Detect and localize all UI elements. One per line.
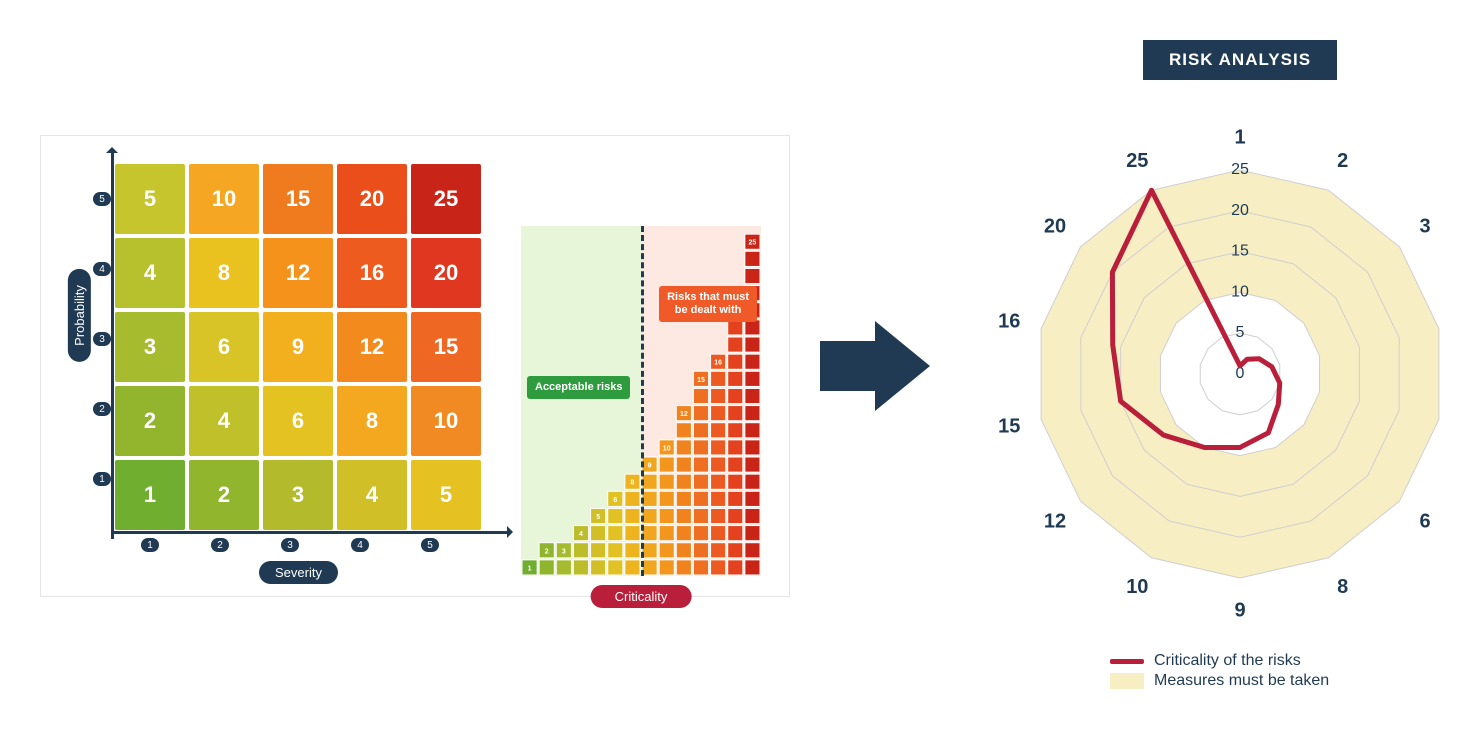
matrix-cell: 12 <box>337 312 407 382</box>
matrix-cell: 10 <box>189 164 259 234</box>
svg-text:9: 9 <box>1234 600 1245 622</box>
matrix-cell: 2 <box>189 460 259 530</box>
matrix-cell: 5 <box>411 460 481 530</box>
matrix-cell: 15 <box>263 164 333 234</box>
y-axis-arrow <box>111 149 114 539</box>
matrix-cell: 3 <box>263 460 333 530</box>
matrix-cell: 10 <box>411 386 481 456</box>
y-axis-label: Probability <box>68 269 91 362</box>
svg-text:15: 15 <box>998 416 1020 438</box>
svg-text:9: 9 <box>648 463 652 470</box>
svg-text:10: 10 <box>1126 576 1148 598</box>
transform-arrow-icon <box>820 316 930 416</box>
matrix-cell: 20 <box>337 164 407 234</box>
matrix-cell: 20 <box>411 238 481 308</box>
radar-title: RISK ANALYSIS <box>1143 40 1337 80</box>
x-axis-label: Severity <box>259 561 338 584</box>
matrix-cell: 4 <box>115 238 185 308</box>
svg-text:4: 4 <box>579 531 583 538</box>
risk-matrix: 54321 5101520254812162036912152468101234… <box>69 164 481 576</box>
svg-text:16: 16 <box>998 310 1020 332</box>
matrix-grid: 51015202548121620369121524681012345 <box>115 164 481 530</box>
matrix-cell: 4 <box>189 386 259 456</box>
svg-text:10: 10 <box>1231 283 1249 300</box>
svg-text:3: 3 <box>1419 215 1430 237</box>
matrix-cell: 6 <box>189 312 259 382</box>
matrix-cell: 5 <box>115 164 185 234</box>
matrix-cell: 8 <box>189 238 259 308</box>
svg-text:12: 12 <box>680 411 688 418</box>
legend-measures: Measures must be taken <box>1110 672 1461 690</box>
svg-text:10: 10 <box>663 445 671 452</box>
svg-text:2: 2 <box>1337 150 1348 172</box>
legend-line-swatch <box>1110 659 1144 664</box>
svg-text:25: 25 <box>1126 150 1148 172</box>
risks-must-deal-tag: Risks that mustbe dealt with <box>659 286 757 322</box>
svg-text:12: 12 <box>1044 511 1066 533</box>
svg-text:6: 6 <box>1419 511 1430 533</box>
svg-text:20: 20 <box>1231 202 1249 219</box>
matrix-cell: 12 <box>263 238 333 308</box>
radar-chart: 051015202512345689101215162025 <box>960 88 1461 648</box>
matrix-cell: 9 <box>263 312 333 382</box>
criticality-chart: 12345689101215162025 Acceptable risks Ri… <box>521 226 761 576</box>
y-axis-ticks: 54321 <box>93 164 111 534</box>
svg-text:15: 15 <box>697 377 705 384</box>
x-axis-arrow <box>111 531 511 534</box>
legend-criticality: Criticality of the risks <box>1110 652 1461 670</box>
svg-text:25: 25 <box>1231 161 1249 178</box>
svg-text:5: 5 <box>1236 324 1245 341</box>
legend-fill-label: Measures must be taken <box>1154 672 1329 690</box>
legend-fill-swatch <box>1110 673 1144 689</box>
matrix-cell: 15 <box>411 312 481 382</box>
svg-text:3: 3 <box>562 548 566 555</box>
svg-text:6: 6 <box>613 497 617 504</box>
x-axis-ticks: 12345 <box>115 538 485 552</box>
svg-text:1: 1 <box>1234 126 1245 148</box>
radar-panel: RISK ANALYSIS 05101520251234568910121516… <box>960 40 1461 692</box>
matrix-cell: 4 <box>337 460 407 530</box>
legend-line-label: Criticality of the risks <box>1154 652 1301 670</box>
matrix-cell: 16 <box>337 238 407 308</box>
svg-text:16: 16 <box>714 360 722 367</box>
matrix-cell: 1 <box>115 460 185 530</box>
matrix-cell: 25 <box>411 164 481 234</box>
acceptable-risks-tag: Acceptable risks <box>527 376 630 399</box>
svg-text:25: 25 <box>749 240 757 247</box>
radar-legend: Criticality of the risks Measures must b… <box>960 652 1461 690</box>
matrix-cell: 6 <box>263 386 333 456</box>
svg-text:8: 8 <box>630 480 634 487</box>
risk-matrix-panel: 54321 5101520254812162036912152468101234… <box>40 135 790 597</box>
svg-text:1: 1 <box>528 565 532 572</box>
svg-text:2: 2 <box>545 548 549 555</box>
criticality-axis-label: Criticality <box>591 585 692 608</box>
svg-text:5: 5 <box>596 514 600 521</box>
matrix-cell: 8 <box>337 386 407 456</box>
svg-text:15: 15 <box>1231 243 1249 260</box>
svg-text:20: 20 <box>1044 215 1066 237</box>
svg-text:8: 8 <box>1337 576 1348 598</box>
matrix-cell: 3 <box>115 312 185 382</box>
matrix-cell: 2 <box>115 386 185 456</box>
criticality-threshold-line <box>641 226 644 576</box>
